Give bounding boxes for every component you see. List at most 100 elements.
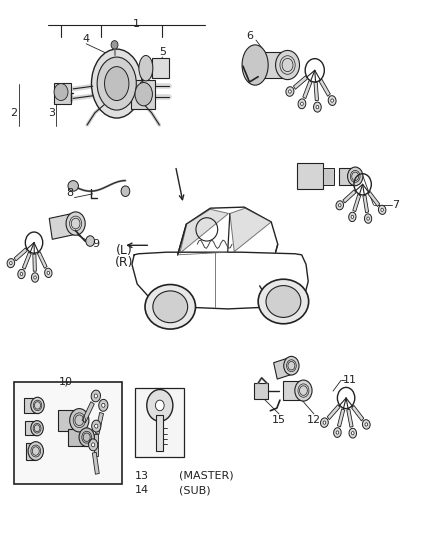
Ellipse shape xyxy=(298,99,306,109)
Ellipse shape xyxy=(348,167,363,185)
Ellipse shape xyxy=(47,271,49,274)
Polygon shape xyxy=(156,415,163,451)
Polygon shape xyxy=(339,168,355,185)
Polygon shape xyxy=(352,406,364,421)
Ellipse shape xyxy=(334,427,341,438)
Ellipse shape xyxy=(351,215,353,219)
Text: 13: 13 xyxy=(134,471,148,481)
Text: 6: 6 xyxy=(246,31,253,41)
Ellipse shape xyxy=(79,428,94,447)
Ellipse shape xyxy=(349,212,356,222)
Polygon shape xyxy=(25,398,38,413)
Ellipse shape xyxy=(31,421,43,436)
Polygon shape xyxy=(337,409,345,427)
Ellipse shape xyxy=(258,279,309,324)
Ellipse shape xyxy=(92,49,142,118)
Text: 2: 2 xyxy=(10,108,17,118)
Ellipse shape xyxy=(331,99,333,102)
Ellipse shape xyxy=(92,420,101,432)
Ellipse shape xyxy=(95,424,98,428)
Polygon shape xyxy=(22,252,31,269)
Ellipse shape xyxy=(135,83,152,106)
Text: 14: 14 xyxy=(134,485,148,495)
Polygon shape xyxy=(92,453,99,474)
Ellipse shape xyxy=(328,95,336,106)
Ellipse shape xyxy=(284,357,299,375)
Ellipse shape xyxy=(20,272,23,276)
Polygon shape xyxy=(230,208,271,252)
Ellipse shape xyxy=(91,390,100,402)
Polygon shape xyxy=(68,429,87,446)
Ellipse shape xyxy=(295,380,312,401)
Ellipse shape xyxy=(34,276,36,279)
Ellipse shape xyxy=(99,399,108,411)
FancyBboxPatch shape xyxy=(254,383,268,399)
Ellipse shape xyxy=(28,442,43,461)
Ellipse shape xyxy=(336,431,339,434)
Ellipse shape xyxy=(286,87,294,96)
Polygon shape xyxy=(314,82,318,101)
Polygon shape xyxy=(95,413,103,434)
Ellipse shape xyxy=(276,51,300,79)
Polygon shape xyxy=(49,213,77,239)
Ellipse shape xyxy=(153,291,187,322)
Ellipse shape xyxy=(97,57,136,110)
Polygon shape xyxy=(347,409,353,427)
Ellipse shape xyxy=(365,423,367,426)
Polygon shape xyxy=(363,195,369,213)
Polygon shape xyxy=(319,79,330,96)
Ellipse shape xyxy=(111,41,118,49)
Ellipse shape xyxy=(155,400,164,411)
Ellipse shape xyxy=(339,204,341,207)
Ellipse shape xyxy=(321,418,328,427)
Text: 3: 3 xyxy=(48,108,55,118)
Ellipse shape xyxy=(88,439,98,451)
Ellipse shape xyxy=(86,236,95,246)
Text: 12: 12 xyxy=(307,415,321,425)
FancyBboxPatch shape xyxy=(14,382,121,484)
FancyBboxPatch shape xyxy=(53,83,71,104)
Text: (SUB): (SUB) xyxy=(179,485,211,495)
Polygon shape xyxy=(58,410,79,431)
Ellipse shape xyxy=(66,212,85,235)
Ellipse shape xyxy=(367,217,369,220)
FancyBboxPatch shape xyxy=(297,163,322,189)
Polygon shape xyxy=(26,442,36,459)
Polygon shape xyxy=(255,52,288,78)
Ellipse shape xyxy=(45,268,52,278)
Ellipse shape xyxy=(7,259,14,268)
Ellipse shape xyxy=(102,403,105,407)
Ellipse shape xyxy=(381,208,383,212)
Ellipse shape xyxy=(362,419,370,429)
Ellipse shape xyxy=(349,429,357,438)
Ellipse shape xyxy=(92,443,95,447)
FancyBboxPatch shape xyxy=(152,58,169,78)
Ellipse shape xyxy=(351,432,354,435)
Ellipse shape xyxy=(316,106,319,109)
Ellipse shape xyxy=(18,269,25,279)
Polygon shape xyxy=(82,402,94,423)
Ellipse shape xyxy=(94,394,98,398)
Polygon shape xyxy=(283,381,304,400)
Ellipse shape xyxy=(68,181,78,191)
Ellipse shape xyxy=(70,409,89,432)
Polygon shape xyxy=(274,358,293,379)
Text: (MASTER): (MASTER) xyxy=(179,471,233,481)
Text: 10: 10 xyxy=(59,377,73,387)
Ellipse shape xyxy=(336,201,343,210)
Text: (L): (L) xyxy=(116,244,133,257)
Polygon shape xyxy=(37,252,47,268)
Ellipse shape xyxy=(289,90,291,93)
Polygon shape xyxy=(33,254,36,271)
Text: 7: 7 xyxy=(392,200,399,210)
Text: 11: 11 xyxy=(343,375,357,385)
Ellipse shape xyxy=(242,45,268,85)
Ellipse shape xyxy=(139,55,153,81)
Polygon shape xyxy=(293,76,307,90)
Polygon shape xyxy=(94,434,98,456)
Ellipse shape xyxy=(32,273,39,282)
Ellipse shape xyxy=(54,84,68,101)
Polygon shape xyxy=(180,209,229,253)
Polygon shape xyxy=(353,195,360,212)
Text: 1: 1 xyxy=(133,19,140,29)
